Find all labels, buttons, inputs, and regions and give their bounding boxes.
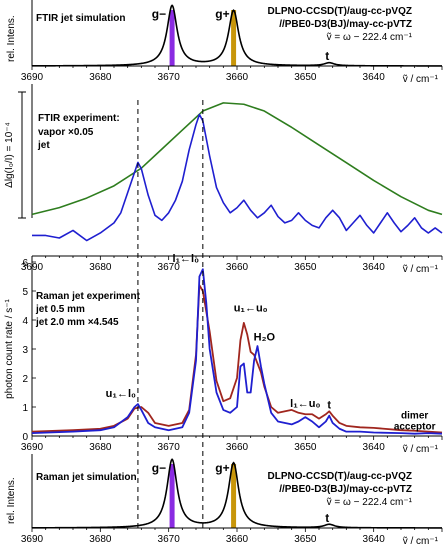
y-tick-label-2: 1 [22, 403, 28, 414]
x-tick-label-1: 3680 [89, 262, 112, 273]
peak-label-2: t [325, 49, 329, 63]
jet-line [32, 113, 443, 242]
legend-jet-0.5mm: jet 0.5 mm [35, 304, 85, 315]
x-axis-label-3: ṽ / cm⁻¹ [403, 536, 439, 547]
method-line-0: DLPNO-CCSD(T)/aug-cc-pVQZ [268, 471, 412, 482]
x-tick-label-3: 3670 [158, 534, 181, 545]
x-tick-label-3: 3680 [89, 534, 112, 545]
peak-label-2: t [325, 511, 329, 525]
x-tick-label-2: 3690 [21, 442, 44, 453]
peak-annotation-2: H₂O [254, 331, 276, 343]
x-tick-label-2: 3680 [89, 442, 112, 453]
y-tick-label-2: 3 [22, 345, 28, 356]
panel-title-1: FTIR experiment: [38, 113, 120, 124]
x-tick-label-0: 3690 [21, 72, 44, 83]
x-tick-label-3: 3640 [363, 534, 386, 545]
x-tick-label-0: 3660 [226, 72, 249, 83]
peak-label-0: g− [152, 7, 166, 21]
peak-annotation-3: u₁←l₀ [106, 388, 136, 400]
method-line-2: ṽ = ω − 222.4 cm⁻¹ [327, 32, 413, 43]
x-tick-label-1: 3670 [158, 262, 181, 273]
method-line-0: DLPNO-CCSD(T)/aug-cc-pVQZ [268, 6, 412, 17]
method-line-2: ṽ = ω − 222.4 cm⁻¹ [327, 497, 413, 508]
peak-label-0: g− [152, 461, 166, 475]
x-tick-label-2: 3650 [294, 442, 317, 453]
y-axis-label-0: rel. Intens. [6, 15, 17, 62]
stick-0 [169, 464, 175, 528]
peak-annotation-6: dimer [401, 411, 428, 422]
peak-annotation-0: l₁←l₀ [172, 253, 199, 265]
legend-jet: jet [37, 140, 50, 151]
jet-0.5mm-line [31, 284, 443, 434]
x-tick-label-1: 3650 [294, 262, 317, 273]
x-axis-label-2: ṽ / cm⁻¹ [403, 444, 439, 455]
x-tick-label-0: 3680 [89, 72, 112, 83]
method-line-1: //PBE0-D3(BJ)/may-cc-pVTZ [279, 19, 412, 30]
x-tick-label-3: 3660 [226, 534, 249, 545]
vapor-line [31, 102, 443, 216]
stick-1 [231, 10, 237, 66]
x-axis-label-1: ṽ / cm⁻¹ [403, 264, 439, 275]
y-tick-label-2: 6 [22, 258, 28, 269]
x-tick-label-3: 3690 [21, 534, 44, 545]
y-tick-label-2: 0 [22, 432, 28, 443]
x-tick-label-3: 3650 [294, 534, 317, 545]
peak-annotation-5: t [327, 399, 331, 411]
x-tick-label-0: 3640 [363, 72, 386, 83]
y-tick-label-2: 5 [22, 287, 28, 298]
y-axis-label-3: rel. Intens. [6, 477, 17, 524]
peak-annotation-1: u₁←u₀ [234, 302, 268, 314]
x-tick-label-0: 3650 [294, 72, 317, 83]
x-axis-label-0: ṽ / cm⁻¹ [403, 74, 439, 85]
x-tick-label-1: 3660 [226, 262, 249, 273]
legend-vapor: vapor ×0.05 [38, 127, 94, 138]
x-tick-label-2: 3660 [226, 442, 249, 453]
peak-annotation-4: l₁←u₀ [290, 398, 320, 410]
peak-label-1: g+ [215, 461, 229, 475]
panel-title-0: FTIR jet simulation [36, 13, 125, 24]
x-tick-label-2: 3640 [363, 442, 386, 453]
stick-0 [169, 10, 175, 66]
y-axis-label-2: photon count rate / s⁻¹ [4, 298, 15, 398]
peak-annotation-7: acceptor [394, 422, 436, 433]
x-tick-label-1: 3640 [363, 262, 386, 273]
y-tick-label-2: 4 [22, 316, 28, 327]
method-line-1: //PBE0-D3(BJ)/may-cc-pVTZ [279, 484, 412, 495]
panel-title-2: Raman jet experiment [36, 291, 141, 302]
legend-jet-2.0mm: jet 2.0 mm ×4.545 [35, 317, 119, 328]
stick-1 [231, 464, 237, 528]
x-tick-label-0: 3670 [158, 72, 181, 83]
peak-label-1: g+ [215, 7, 229, 21]
y-tick-label-2: 2 [22, 374, 28, 385]
panel-title-3: Raman jet simulation [36, 472, 137, 483]
jet-2.0mm-line [31, 268, 443, 435]
y-axis-label-1: Δlg(I₀/I) = 10⁻⁴ [4, 122, 15, 188]
x-tick-label-2: 3670 [158, 442, 181, 453]
